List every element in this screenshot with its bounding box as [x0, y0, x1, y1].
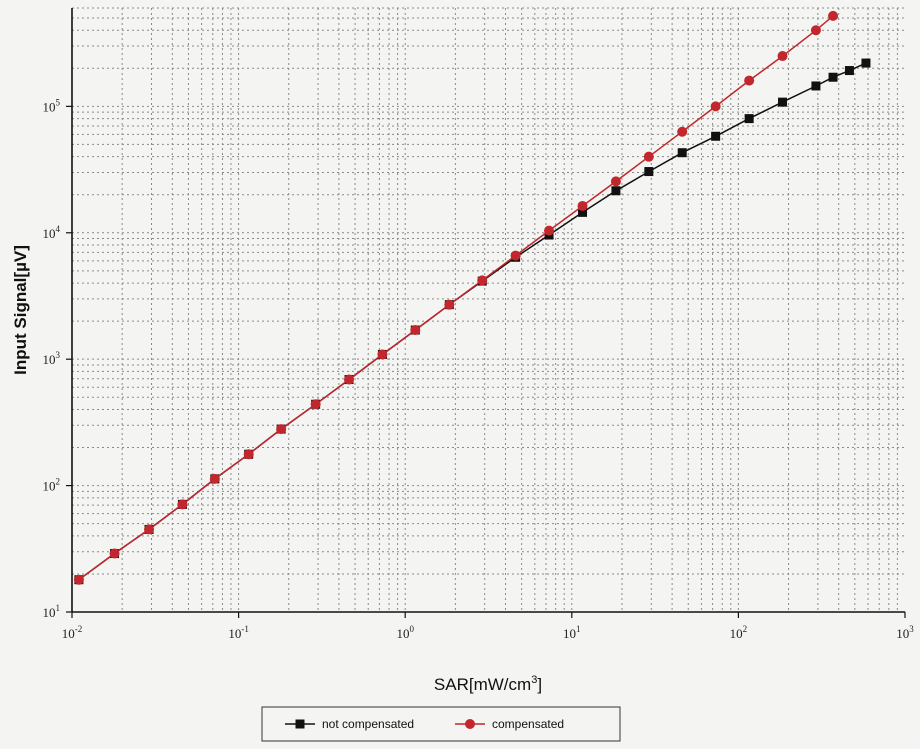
data-point-compensated — [144, 524, 155, 535]
data-point-compensated — [577, 200, 588, 211]
series-compensated — [73, 10, 839, 585]
data-point-compensated — [377, 349, 388, 360]
legend-label-compensated: compensated — [492, 717, 564, 731]
data-point-compensated — [310, 399, 321, 410]
legend-label-not-compensated: not compensated — [322, 717, 414, 731]
y-tick-label: 101 — [43, 603, 61, 620]
data-point-compensated — [710, 101, 721, 112]
data-point-compensated — [643, 151, 654, 162]
x-tick-label: 103 — [896, 624, 914, 641]
legend-marker-compensated — [465, 719, 475, 729]
axes — [66, 8, 906, 618]
y-tick-label: 104 — [43, 224, 61, 241]
data-point-compensated — [276, 424, 287, 435]
grid-lines — [71, 7, 905, 613]
data-point-compensated — [209, 473, 220, 484]
y-tick-label: 102 — [43, 477, 61, 494]
data-point-not-compensated — [778, 97, 788, 107]
legend-frame — [261, 706, 621, 742]
data-point-compensated — [243, 449, 254, 460]
data-point-compensated — [344, 374, 355, 385]
data-point-compensated — [444, 299, 455, 310]
tick-labels: 10-2 10-1 100 101 102 103 101 102 103 104 105 — [43, 97, 915, 641]
data-point-compensated — [510, 250, 521, 261]
y-axis-label: Input Signal[µV] — [11, 245, 30, 375]
x-tick-label: 101 — [563, 624, 581, 641]
legend-items: not compensated compensated — [285, 717, 564, 731]
data-point-not-compensated — [711, 131, 721, 141]
data-point-compensated — [610, 176, 621, 187]
x-tick-label: 10-2 — [62, 624, 83, 641]
data-point-compensated — [777, 51, 788, 62]
data-point-compensated — [810, 25, 821, 36]
data-point-compensated — [109, 548, 120, 559]
x-tick-label: 102 — [730, 624, 748, 641]
data-point-compensated — [828, 10, 839, 21]
data-point-compensated — [477, 275, 488, 286]
data-point-compensated — [677, 126, 688, 137]
data-point-not-compensated — [861, 58, 871, 68]
data-point-compensated — [73, 574, 84, 585]
data-point-not-compensated — [811, 81, 821, 91]
legend: not compensated compensated — [261, 706, 621, 742]
data-point-compensated — [544, 225, 555, 236]
x-tick-label: 10-1 — [228, 624, 249, 641]
y-tick-label: 103 — [43, 350, 61, 367]
data-point-compensated — [744, 75, 755, 86]
x-tick-label: 100 — [396, 624, 414, 641]
data-point-not-compensated — [644, 167, 654, 177]
series-line-compensated — [78, 15, 834, 581]
legend-marker-not-compensated — [295, 719, 305, 729]
data-point-not-compensated — [611, 186, 621, 196]
x-axis-label: SAR[mW/cm3] — [434, 674, 542, 694]
data-point-compensated — [410, 325, 421, 336]
data-point-not-compensated — [844, 66, 854, 76]
data-point-not-compensated — [677, 148, 687, 158]
data-point-not-compensated — [744, 114, 754, 124]
data-point-not-compensated — [828, 72, 838, 82]
y-tick-label: 105 — [43, 97, 61, 114]
data-point-not-compensated — [578, 207, 588, 217]
data-point-compensated — [177, 499, 188, 510]
series-group — [73, 10, 871, 585]
